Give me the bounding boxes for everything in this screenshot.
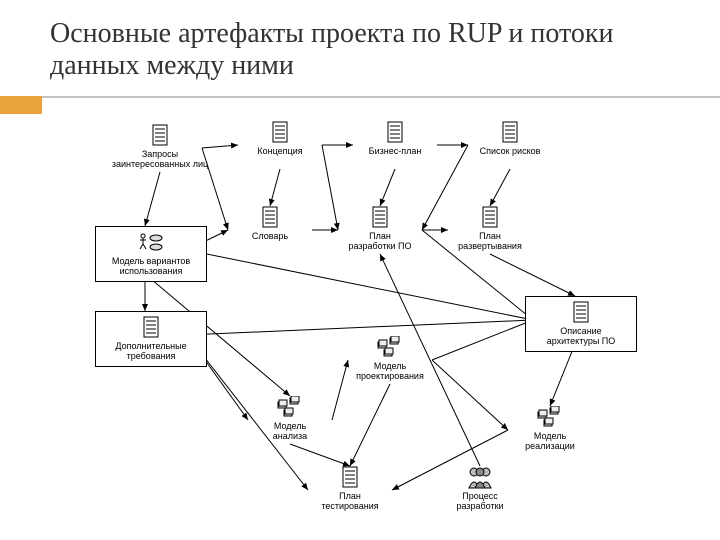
node-label: Бизнес-план: [345, 147, 445, 157]
node-label: Модель анализа: [240, 422, 340, 442]
node-deployplan: План развертывания: [440, 206, 540, 252]
rup-diagram: Запросы заинтересованных лиц Концепция Биз…: [70, 110, 670, 530]
edge-requests-usecase: [145, 172, 160, 226]
edge-suppreq-arch: [187, 320, 533, 335]
node-label: Описание архитектуры ПО: [531, 327, 631, 347]
node-devplan: План разработки ПО: [330, 206, 430, 252]
node-devprocess: Процесс разработки: [430, 466, 530, 512]
node-bizplan: Бизнес-план: [345, 121, 445, 157]
node-label: Список рисков: [460, 147, 560, 157]
node-usecase: Модель вариантов использования: [95, 226, 207, 282]
node-label: Дополнительные требования: [101, 342, 201, 362]
accent-bar: [0, 96, 42, 114]
title-underline: [0, 96, 720, 98]
node-arch: Описание архитектуры ПО: [525, 296, 637, 352]
node-analysis: Модель анализа: [240, 396, 340, 442]
edge-arch-implmodel: [550, 344, 575, 406]
edge-deployplan-arch: [490, 254, 575, 296]
node-vision: Концепция: [230, 121, 330, 157]
node-label: Модель вариантов использования: [101, 257, 201, 277]
node-label: План разработки ПО: [330, 232, 430, 252]
slide-title: Основные артефакты проекта по RUP и пото…: [50, 18, 690, 82]
node-label: План тестирования: [300, 492, 400, 512]
edge-usecase-arch: [187, 250, 533, 320]
node-suppreq: Дополнительные требования: [95, 311, 207, 367]
edge-vision-glossary: [270, 169, 280, 206]
edge-designmodel-arch: [432, 320, 533, 360]
edge-bizplan-devplan: [380, 169, 395, 206]
edge-designmodel-testplan: [350, 384, 390, 466]
edge-analysis-testplan: [290, 444, 350, 466]
edge-risks-deployplan: [490, 169, 510, 206]
node-risks: Список рисков: [460, 121, 560, 157]
node-label: Концепция: [230, 147, 330, 157]
node-label: Модель проектирования: [340, 362, 440, 382]
node-label: Процесс разработки: [430, 492, 530, 512]
node-implmodel: Модель реализации: [500, 406, 600, 452]
edge-designmodel-implmodel: [432, 360, 508, 430]
node-requests: Запросы заинтересованных лиц: [110, 124, 210, 170]
node-label: Словарь: [220, 232, 320, 242]
node-designmodel: Модель проектирования: [340, 336, 440, 382]
node-testplan: План тестирования: [300, 466, 400, 512]
node-label: Запросы заинтересованных лиц: [110, 150, 210, 170]
node-glossary: Словарь: [220, 206, 320, 242]
node-label: План развертывания: [440, 232, 540, 252]
node-label: Модель реализации: [500, 432, 600, 452]
